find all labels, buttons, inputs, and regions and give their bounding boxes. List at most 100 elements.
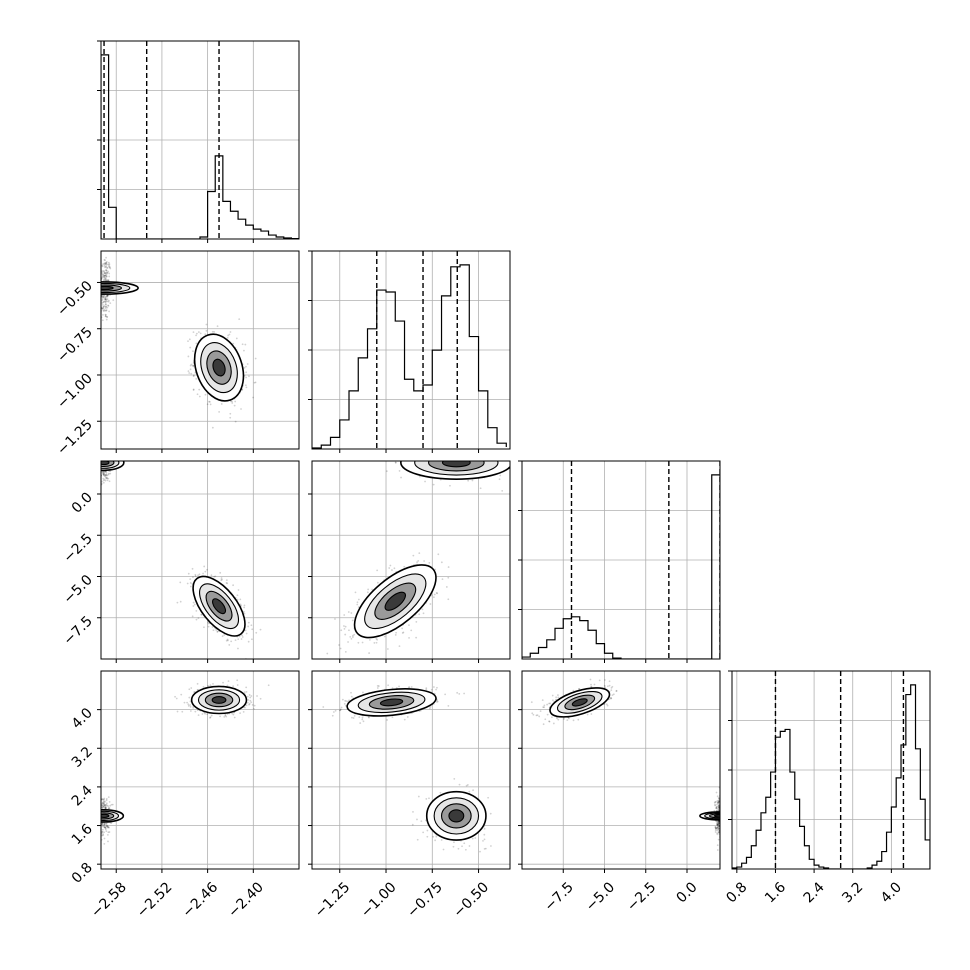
scatter-point xyxy=(104,313,107,316)
x-tick-label: 4.0 xyxy=(878,879,905,906)
scatter-point xyxy=(104,826,107,829)
scatter-point xyxy=(107,452,109,454)
scatter-point xyxy=(522,457,524,459)
scatter-point xyxy=(187,572,190,575)
scatter-point xyxy=(103,452,105,454)
scatter-point xyxy=(103,262,106,265)
scatter-point xyxy=(192,364,195,367)
scatter-point xyxy=(102,309,105,312)
scatter-point xyxy=(356,601,359,604)
scatter-point xyxy=(192,331,195,334)
scatter-point xyxy=(476,455,478,457)
scatter-point xyxy=(454,458,456,460)
scatter-point xyxy=(109,470,112,473)
scatter-point xyxy=(243,366,246,369)
scatter-point xyxy=(105,473,108,475)
scatter-point xyxy=(359,722,362,724)
scatter-point xyxy=(353,714,356,717)
scatter-point xyxy=(433,458,435,460)
scatter-point xyxy=(552,722,555,725)
scatter-point xyxy=(476,447,478,449)
scatter-point xyxy=(247,640,250,643)
scatter-point xyxy=(410,629,413,632)
scatter-point xyxy=(188,696,191,699)
scatter-point xyxy=(227,680,230,682)
scatter-point xyxy=(254,357,257,360)
scatter-point xyxy=(105,799,108,802)
scatter-point xyxy=(103,842,106,845)
scatter-point xyxy=(362,691,364,694)
scatter-point xyxy=(233,404,236,407)
scatter-point xyxy=(237,647,239,650)
scatter-point xyxy=(186,582,189,585)
scatter-point xyxy=(97,456,99,458)
scatter-point xyxy=(210,714,213,717)
scatter-point xyxy=(443,454,445,456)
scatter-point xyxy=(91,459,93,461)
scatter-point xyxy=(394,461,397,464)
scatter-point xyxy=(105,797,108,800)
scatter-point xyxy=(103,272,106,275)
scatter-point xyxy=(253,381,256,384)
scatter-point xyxy=(97,461,99,463)
scatter-point xyxy=(99,448,101,450)
scatter-point xyxy=(101,828,104,831)
scatter-point xyxy=(532,713,535,716)
scatter-point xyxy=(433,446,435,448)
x-tick-label: −0.50 xyxy=(451,879,493,921)
scatter-point xyxy=(589,678,592,681)
scatter-point xyxy=(104,823,106,826)
scatter-point xyxy=(195,618,198,621)
scatter-point xyxy=(105,309,108,312)
scatter-point xyxy=(423,560,426,562)
scatter-point xyxy=(103,264,106,267)
scatter-point xyxy=(101,307,104,310)
scatter-point xyxy=(102,804,105,807)
scatter-panel-2-0 xyxy=(91,448,299,659)
scatter-point xyxy=(439,791,442,794)
scatter-point xyxy=(241,636,244,638)
scatter-point xyxy=(104,274,107,277)
scatter-point xyxy=(102,301,105,304)
scatter-panel-3-2 xyxy=(522,671,720,869)
density-contour xyxy=(101,285,114,291)
scatter-point xyxy=(104,806,107,809)
scatter-point xyxy=(429,452,431,454)
scatter-point xyxy=(105,275,108,278)
scatter-point xyxy=(103,824,106,826)
scatter-point xyxy=(98,453,100,455)
scatter-point xyxy=(417,795,420,798)
scatter-point xyxy=(103,797,106,800)
scatter-point xyxy=(102,310,105,312)
scatter-point xyxy=(96,823,98,825)
scatter-point xyxy=(98,462,100,464)
scatter-point xyxy=(105,825,108,827)
scatter-point xyxy=(245,632,248,635)
scatter-point xyxy=(243,610,245,613)
scatter-point xyxy=(447,458,449,460)
scatter-point xyxy=(393,567,396,570)
scatter-point xyxy=(259,628,262,631)
scatter-point xyxy=(216,630,219,633)
scatter-point xyxy=(239,603,242,606)
scatter-point xyxy=(94,464,96,466)
scatter-point xyxy=(350,637,353,640)
scatter-point xyxy=(103,826,106,829)
scatter-point xyxy=(104,806,107,809)
scatter-point xyxy=(448,456,450,458)
scatter-point xyxy=(99,449,101,451)
scatter-point xyxy=(105,294,108,297)
scatter-point xyxy=(106,316,108,318)
y-tick-label: −5.0 xyxy=(60,572,95,607)
scatter-point xyxy=(103,473,106,476)
histogram-panel-2 xyxy=(522,461,720,659)
scatter-point xyxy=(111,803,114,806)
scatter-point xyxy=(361,718,364,721)
scatter-point xyxy=(513,446,515,448)
scatter-point xyxy=(453,449,455,451)
scatter-point xyxy=(598,679,601,682)
scatter-point xyxy=(99,823,101,825)
scatter-point xyxy=(103,276,105,279)
y-tick-label: 4.0 xyxy=(69,705,96,732)
